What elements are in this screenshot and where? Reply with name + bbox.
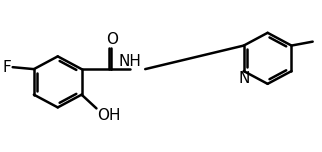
Text: NH: NH <box>119 54 142 69</box>
Text: N: N <box>238 71 250 86</box>
Text: F: F <box>2 60 11 75</box>
Text: O: O <box>106 32 118 47</box>
Text: OH: OH <box>97 108 121 123</box>
